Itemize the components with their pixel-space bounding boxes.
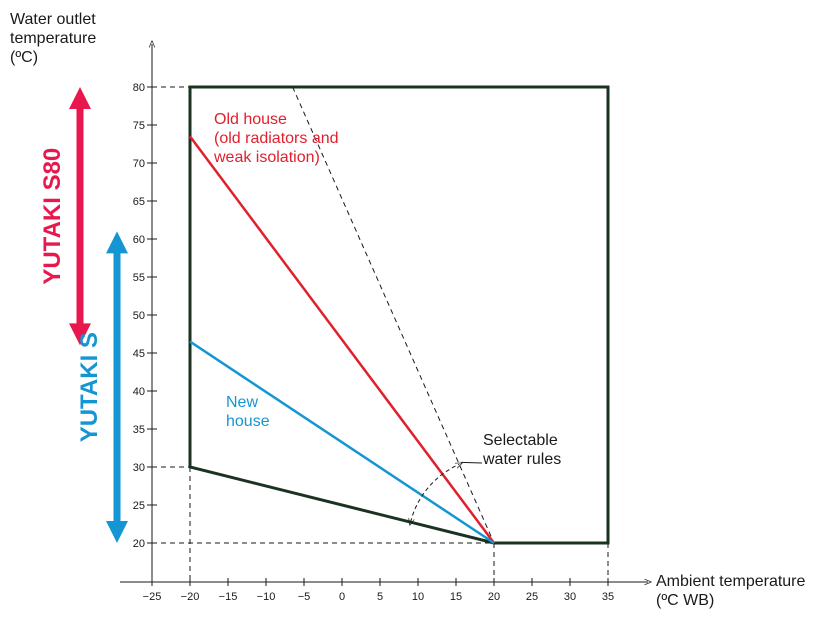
x-tick-label: −20 (181, 591, 200, 603)
annotation-leader (461, 461, 483, 464)
x-tick-label: −5 (298, 591, 311, 603)
axes (120, 44, 648, 582)
range-yutaki-s80-arrow (69, 87, 91, 346)
x-tick-label: 10 (412, 591, 424, 603)
operating-range (188, 85, 610, 545)
x-tick-label: −10 (257, 591, 276, 603)
x-tick-label: 5 (377, 591, 383, 603)
guide-lines (152, 86, 609, 582)
y-tick-label: 45 (133, 348, 145, 360)
y-tick-label: 30 (133, 462, 145, 474)
y-tick-label: 25 (133, 500, 145, 512)
x-tick-label: −15 (219, 591, 238, 603)
series-label-old-house: Old house (old radiators and weak isolat… (214, 111, 339, 166)
range-yutaki-s-arrow (106, 231, 128, 543)
operating-range-frame (188, 85, 610, 545)
x-axis-title: Ambient temperature (ºC WB) (656, 573, 806, 609)
y-axis-title: Water outlet temperature (ºC) (10, 11, 97, 66)
y-tick-label: 80 (133, 82, 145, 94)
annotation-arcs (411, 461, 483, 522)
ticks: −25 −20 −15 −10 −5 0 5 10 15 20 25 30 35 20 25 30 35 40 45… (133, 82, 614, 603)
y-tick-label: 70 (133, 158, 145, 170)
range-yutaki-s-label: YUTAKI S (76, 332, 103, 442)
x-tick-label: 30 (564, 591, 576, 603)
x-tick-label: 0 (339, 591, 345, 603)
x-tick-label: 35 (602, 591, 614, 603)
y-tick-label: 35 (133, 424, 145, 436)
y-tick-label: 65 (133, 196, 145, 208)
series-line-new-house (189, 340, 495, 545)
y-tick-label: 60 (133, 234, 145, 246)
y-tick-label: 40 (133, 386, 145, 398)
x-tick-label: 25 (526, 591, 538, 603)
annotation-selectable-water-rules: Selectable water rules (483, 432, 562, 468)
x-tick-label: 15 (450, 591, 462, 603)
series-line-old-house (188, 135, 496, 544)
model-ranges: YUTAKI S80 YUTAKI S (39, 87, 128, 543)
series-label-new-house: New house (226, 394, 270, 430)
y-tick-label: 50 (133, 310, 145, 322)
x-tick-label: 20 (488, 591, 500, 603)
range-yutaki-s80-label: YUTAKI S80 (39, 148, 66, 285)
water-rules-arc (411, 464, 460, 522)
y-tick-label: 20 (133, 538, 145, 550)
y-tick-label: 75 (133, 120, 145, 132)
x-tick-label: −25 (143, 591, 162, 603)
y-tick-label: 55 (133, 272, 145, 284)
